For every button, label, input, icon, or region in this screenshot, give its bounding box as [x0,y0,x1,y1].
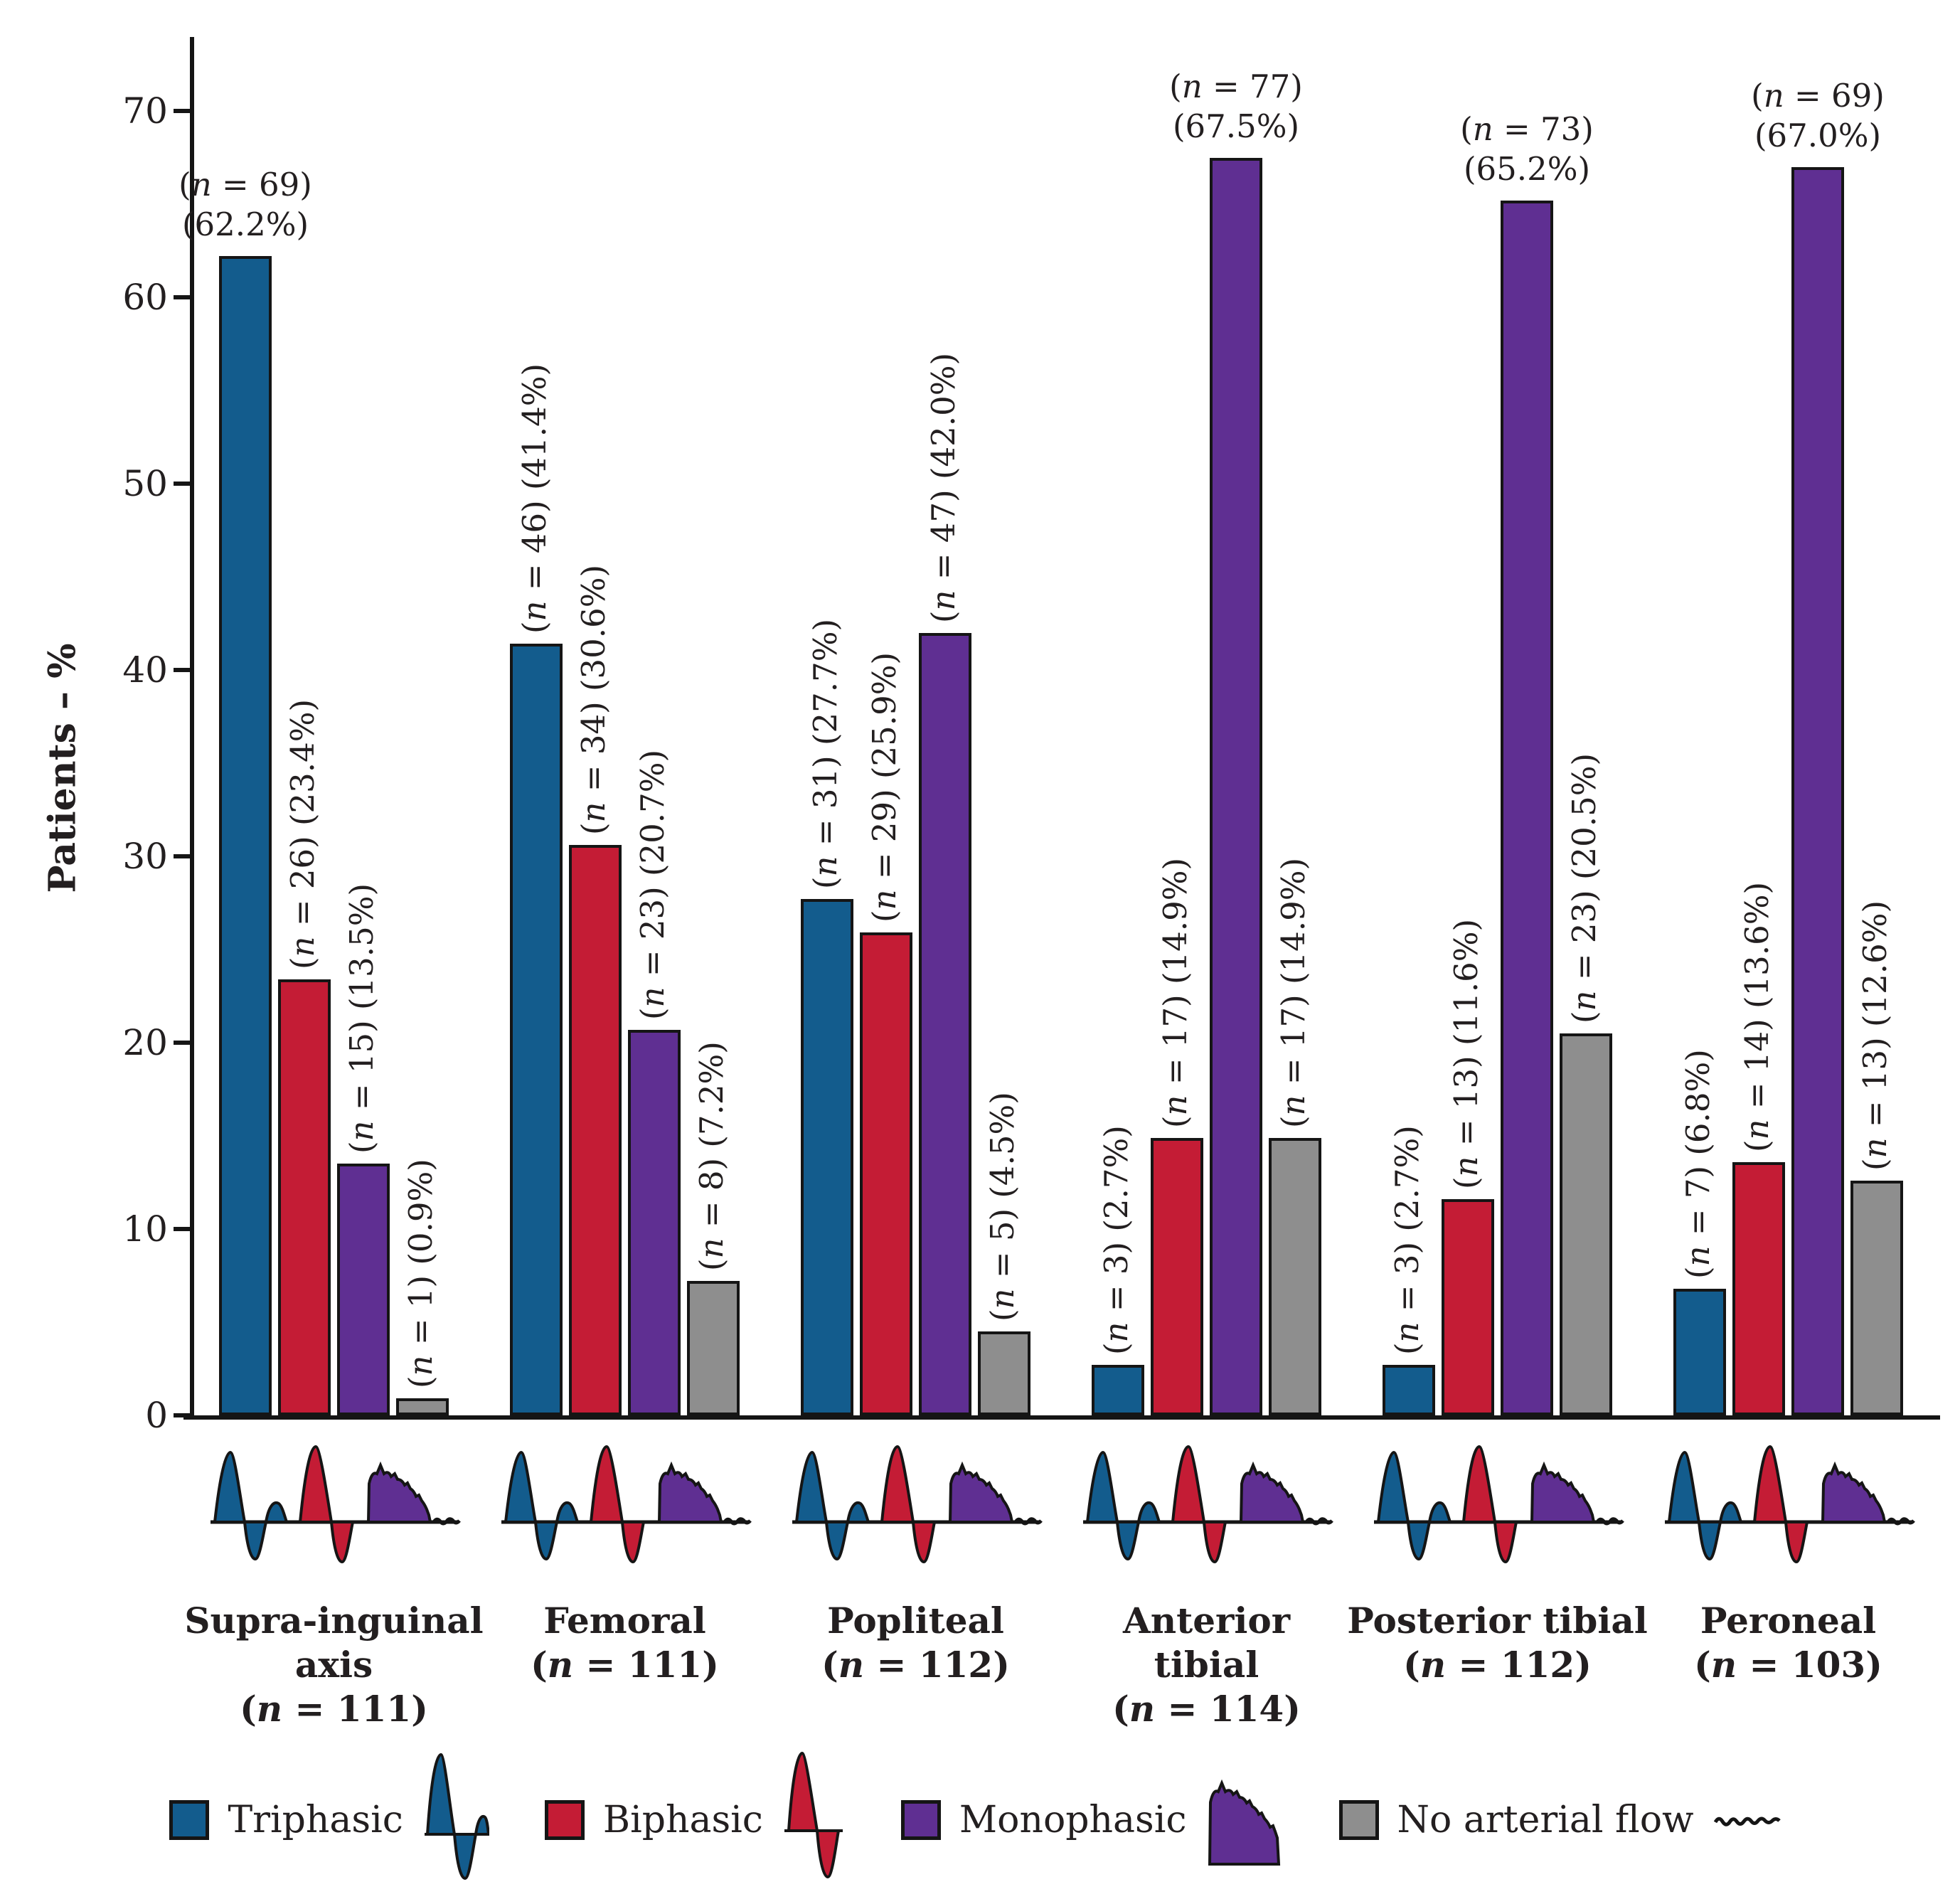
y-tick-mark [174,854,192,858]
bar-value-label: (n = 34) (30.6%) [575,565,612,836]
bar-value-label: (n = 1) (0.9%) [402,1159,440,1389]
bar-biphasic [1442,1199,1494,1415]
bar-triphasic [801,899,853,1415]
bar-value-label: (n = 69) (62.2%) [179,166,312,244]
y-tick-mark [174,109,192,113]
bar-biphasic [860,932,912,1415]
bar-no-arterial-flow [396,1398,449,1415]
legend-item-triphasic: Triphasic [169,1749,489,1891]
bar-no-arterial-flow [1269,1137,1321,1415]
x-group-label: Peroneal (n = 103) [1694,1600,1882,1686]
legend-label: Triphasic [228,1799,403,1841]
bar-value-label: (n = 26) (23.4%) [284,698,321,969]
bar-biphasic [1151,1137,1203,1415]
biphasic-wave-icon [782,1749,846,1891]
bar-value-label: (n = 5) (4.5%) [984,1092,1021,1322]
bar-value-label: (n = 23) (20.7%) [634,749,671,1020]
y-tick-mark [174,668,192,672]
legend-label: Biphasic [602,1799,763,1841]
legend-swatch [1338,1800,1379,1840]
bar-value-label: (n = 13) (12.6%) [1856,900,1894,1171]
doppler-waveform-icons [788,1442,1044,1592]
doppler-waveform-icons [206,1442,462,1592]
y-tick-label: 20 [122,1022,168,1063]
x-group-label: Popliteal (n = 112) [821,1600,1010,1686]
x-group-label: Femoral (n = 111) [531,1600,719,1686]
bar-monophasic [1501,200,1553,1415]
bar-value-label: (n = 23) (20.5%) [1565,752,1603,1023]
legend-item-monophasic: Monophasic [900,1770,1284,1870]
bar-value-label: (n = 14) (13.6%) [1738,881,1776,1152]
y-tick-label: 10 [122,1208,168,1250]
y-axis-line [190,37,194,1420]
bar-value-label: (n = 17) (14.9%) [1156,857,1194,1128]
doppler-waveform-icons [1661,1442,1917,1592]
bar-value-label: (n = 3) (2.7%) [1097,1125,1135,1356]
bar-value-label: (n = 7) (6.8%) [1679,1049,1717,1279]
bar-value-label: (n = 8) (7.2%) [693,1041,730,1272]
bar-value-label: (n = 15) (13.5%) [343,883,380,1154]
triphasic-wave-icon [422,1749,489,1891]
y-tick-label: 70 [122,90,168,132]
bar-triphasic [1383,1365,1435,1415]
bar-value-label: (n = 3) (2.7%) [1388,1125,1426,1356]
bar-triphasic [1092,1365,1144,1415]
bar-no-arterial-flow [1560,1033,1612,1415]
flat-line-icon [1713,1808,1791,1832]
bar-value-label: (n = 47) (42.0%) [925,352,962,623]
bar-value-label: (n = 29) (25.9%) [866,652,903,923]
legend-swatch [900,1800,941,1840]
bar-no-arterial-flow [1850,1180,1903,1415]
bar-monophasic [337,1164,390,1415]
bar-monophasic [628,1029,681,1415]
bar-value-label: (n = 17) (14.9%) [1274,857,1312,1128]
x-group-label: Supra-inguinal axis (n = 111) [184,1600,484,1730]
legend-item-biphasic: Biphasic [544,1749,846,1891]
legend: Triphasic Biphasic Monophasic No arteria… [0,1741,1960,1899]
bar-triphasic [1673,1288,1726,1415]
y-tick-label: 0 [145,1395,168,1436]
y-tick-mark [174,295,192,299]
bar-no-arterial-flow [978,1331,1030,1415]
y-tick-mark [174,1413,192,1417]
legend-label: No arterial flow [1397,1799,1694,1841]
bar-value-label: (n = 69) (67.0%) [1751,76,1885,154]
bar-monophasic [919,632,971,1415]
y-tick-mark [174,1041,192,1045]
bar-value-label: (n = 77) (67.5%) [1169,67,1303,145]
bar-triphasic [510,644,563,1415]
y-tick-label: 50 [122,463,168,504]
y-tick-label: 60 [122,277,168,318]
monophasic-wave-icon [1205,1770,1284,1870]
legend-swatch [169,1800,210,1840]
legend-swatch [544,1800,585,1840]
bar-no-arterial-flow [687,1281,740,1415]
x-group-label: Posterior tibial (n = 112) [1347,1600,1648,1686]
bar-monophasic [1791,166,1844,1415]
doppler-waveform-icons [1079,1442,1335,1592]
y-tick-mark [174,482,192,486]
bar-biphasic [569,845,622,1415]
y-tick-label: 40 [122,649,168,691]
bar-value-label: (n = 46) (41.4%) [516,363,553,634]
y-tick-mark [174,1227,192,1231]
legend-item-no-arterial-flow: No arterial flow [1338,1799,1791,1841]
doppler-waveform-icons [497,1442,753,1592]
bar-value-label: (n = 73) (65.2%) [1460,110,1594,188]
x-group-label: Anterior tibial (n = 114) [1112,1600,1301,1730]
bar-triphasic [219,256,272,1415]
bar-value-label: (n = 13) (11.6%) [1447,919,1485,1190]
bar-biphasic [278,979,331,1415]
doppler-waveform-icons [1370,1442,1626,1592]
legend-label: Monophasic [959,1799,1187,1841]
y-tick-label: 30 [122,836,168,877]
x-axis-line [183,1415,1940,1420]
bar-biphasic [1732,1161,1785,1415]
bar-value-label: (n = 31) (27.7%) [806,619,844,890]
bar-monophasic [1210,157,1262,1415]
